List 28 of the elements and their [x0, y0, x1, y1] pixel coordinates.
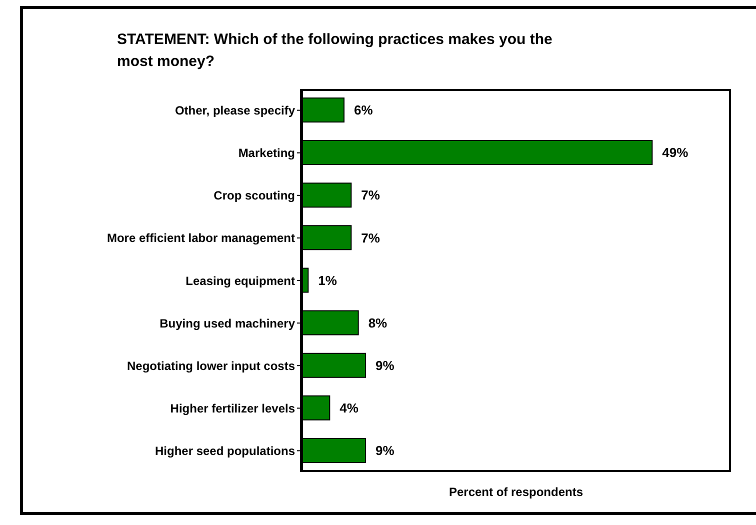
- data-label: 7%: [361, 188, 380, 203]
- bar: [301, 395, 330, 420]
- bar: [301, 438, 366, 463]
- data-label: 9%: [376, 358, 395, 373]
- data-label: 49%: [662, 145, 689, 160]
- data-label: 4%: [340, 400, 359, 416]
- bar: [301, 352, 366, 378]
- x-axis-title: Percent of respondents: [448, 485, 584, 499]
- y-tick-label: Other, please specify: [174, 104, 296, 118]
- data-label: 8%: [368, 315, 388, 330]
- data-label: 1%: [318, 272, 338, 288]
- y-tick-label: Marketing: [238, 146, 295, 160]
- y-tick-label: Higher seed populations: [154, 444, 296, 458]
- bar: [301, 310, 359, 336]
- bar: [301, 225, 352, 250]
- data-label: 6%: [354, 102, 374, 118]
- bar: [301, 182, 352, 208]
- y-tick-label: Crop scouting: [214, 188, 295, 203]
- y-tick-label: Negotiating lower input costs: [126, 358, 296, 373]
- y-tick-label: Buying used machinery: [160, 316, 296, 330]
- data-label: 7%: [361, 230, 380, 246]
- y-tick-label: More efficient labor management: [106, 231, 295, 246]
- bar: [301, 98, 344, 122]
- data-label: 9%: [376, 443, 395, 458]
- y-tick-label: Leasing equipment: [186, 274, 295, 288]
- chart-title: STATEMENT: Which of the following practices makes you the most money?: [117, 30, 554, 72]
- bar: [301, 140, 653, 166]
- y-tick-label: Higher fertilizer levels: [170, 401, 296, 416]
